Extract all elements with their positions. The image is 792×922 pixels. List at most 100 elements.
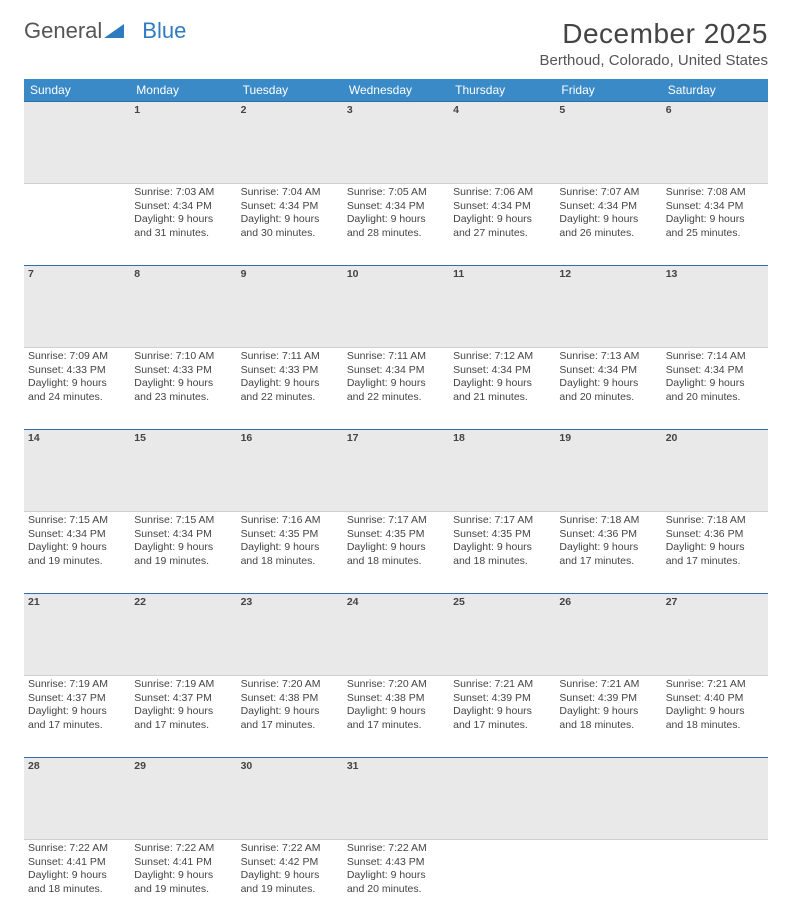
day-number: 8 — [130, 266, 236, 348]
sunrise-text: Sunrise: 7:12 AM — [453, 350, 551, 364]
daylight-text: Daylight: 9 hours — [241, 541, 339, 555]
day-number: 22 — [130, 594, 236, 676]
daylight-text: and 18 minutes. — [559, 719, 657, 733]
day-number: 26 — [555, 594, 661, 676]
sunset-text: Sunset: 4:40 PM — [666, 692, 764, 706]
daynum-row: 21222324252627 — [24, 594, 768, 676]
weekday-header: Monday — [130, 79, 236, 102]
page-title: December 2025 — [540, 18, 768, 50]
day-content-row: Sunrise: 7:19 AMSunset: 4:37 PMDaylight:… — [24, 676, 768, 758]
day-cell: Sunrise: 7:17 AMSunset: 4:35 PMDaylight:… — [449, 512, 555, 594]
sunset-text: Sunset: 4:34 PM — [559, 364, 657, 378]
daynum-row: 78910111213 — [24, 266, 768, 348]
daylight-text: and 18 minutes. — [28, 883, 126, 897]
daylight-text: and 17 minutes. — [28, 719, 126, 733]
sunrise-text: Sunrise: 7:16 AM — [241, 514, 339, 528]
day-cell: Sunrise: 7:12 AMSunset: 4:34 PMDaylight:… — [449, 348, 555, 430]
sunset-text: Sunset: 4:36 PM — [666, 528, 764, 542]
sunrise-text: Sunrise: 7:19 AM — [134, 678, 232, 692]
sunrise-text: Sunrise: 7:22 AM — [28, 842, 126, 856]
sunset-text: Sunset: 4:34 PM — [347, 364, 445, 378]
daylight-text: Daylight: 9 hours — [666, 541, 764, 555]
day-cell: Sunrise: 7:20 AMSunset: 4:38 PMDaylight:… — [343, 676, 449, 758]
sunset-text: Sunset: 4:37 PM — [28, 692, 126, 706]
day-number: 24 — [343, 594, 449, 676]
daylight-text: and 26 minutes. — [559, 227, 657, 241]
day-number: 18 — [449, 430, 555, 512]
daylight-text: Daylight: 9 hours — [347, 377, 445, 391]
sunrise-text: Sunrise: 7:21 AM — [559, 678, 657, 692]
weekday-header: Thursday — [449, 79, 555, 102]
title-block: December 2025 Berthoud, Colorado, United… — [540, 18, 768, 69]
day-cell: Sunrise: 7:13 AMSunset: 4:34 PMDaylight:… — [555, 348, 661, 430]
sunset-text: Sunset: 4:34 PM — [134, 200, 232, 214]
day-cell: Sunrise: 7:22 AMSunset: 4:41 PMDaylight:… — [24, 840, 130, 922]
sunrise-text: Sunrise: 7:05 AM — [347, 186, 445, 200]
daylight-text: and 31 minutes. — [134, 227, 232, 241]
day-cell: Sunrise: 7:06 AMSunset: 4:34 PMDaylight:… — [449, 184, 555, 266]
daylight-text: Daylight: 9 hours — [134, 705, 232, 719]
daylight-text: Daylight: 9 hours — [347, 869, 445, 883]
sunrise-text: Sunrise: 7:14 AM — [666, 350, 764, 364]
day-number: 5 — [555, 102, 661, 184]
daylight-text: and 18 minutes. — [453, 555, 551, 569]
daylight-text: Daylight: 9 hours — [134, 541, 232, 555]
location: Berthoud, Colorado, United States — [540, 52, 768, 69]
day-content-row: Sunrise: 7:03 AMSunset: 4:34 PMDaylight:… — [24, 184, 768, 266]
day-cell: Sunrise: 7:19 AMSunset: 4:37 PMDaylight:… — [130, 676, 236, 758]
day-cell: Sunrise: 7:15 AMSunset: 4:34 PMDaylight:… — [130, 512, 236, 594]
sunset-text: Sunset: 4:35 PM — [347, 528, 445, 542]
day-cell — [449, 840, 555, 922]
daynum-row: 14151617181920 — [24, 430, 768, 512]
sunrise-text: Sunrise: 7:10 AM — [134, 350, 232, 364]
weekday-header: Tuesday — [237, 79, 343, 102]
sunset-text: Sunset: 4:35 PM — [241, 528, 339, 542]
day-number: 9 — [237, 266, 343, 348]
sunrise-text: Sunrise: 7:17 AM — [453, 514, 551, 528]
day-cell — [24, 184, 130, 266]
triangle-icon — [104, 18, 124, 44]
weekday-header-row: Sunday Monday Tuesday Wednesday Thursday… — [24, 79, 768, 102]
sunset-text: Sunset: 4:34 PM — [134, 528, 232, 542]
day-cell — [555, 840, 661, 922]
day-number: 1 — [130, 102, 236, 184]
sunset-text: Sunset: 4:42 PM — [241, 856, 339, 870]
day-number: 7 — [24, 266, 130, 348]
sunset-text: Sunset: 4:39 PM — [559, 692, 657, 706]
day-cell: Sunrise: 7:11 AMSunset: 4:33 PMDaylight:… — [237, 348, 343, 430]
daylight-text: and 17 minutes. — [666, 555, 764, 569]
daylight-text: Daylight: 9 hours — [241, 869, 339, 883]
day-number: 6 — [662, 102, 768, 184]
day-number: 29 — [130, 758, 236, 840]
day-cell: Sunrise: 7:20 AMSunset: 4:38 PMDaylight:… — [237, 676, 343, 758]
sunset-text: Sunset: 4:34 PM — [666, 200, 764, 214]
sunset-text: Sunset: 4:34 PM — [347, 200, 445, 214]
sunset-text: Sunset: 4:38 PM — [241, 692, 339, 706]
sunset-text: Sunset: 4:34 PM — [453, 364, 551, 378]
daylight-text: Daylight: 9 hours — [134, 869, 232, 883]
daylight-text: and 22 minutes. — [241, 391, 339, 405]
weekday-header: Friday — [555, 79, 661, 102]
sunset-text: Sunset: 4:35 PM — [453, 528, 551, 542]
daylight-text: and 20 minutes. — [559, 391, 657, 405]
sunrise-text: Sunrise: 7:20 AM — [347, 678, 445, 692]
sunrise-text: Sunrise: 7:19 AM — [28, 678, 126, 692]
sunset-text: Sunset: 4:34 PM — [241, 200, 339, 214]
daylight-text: and 25 minutes. — [666, 227, 764, 241]
weekday-header: Sunday — [24, 79, 130, 102]
daylight-text: Daylight: 9 hours — [241, 705, 339, 719]
day-number: 12 — [555, 266, 661, 348]
daylight-text: Daylight: 9 hours — [666, 377, 764, 391]
daylight-text: and 27 minutes. — [453, 227, 551, 241]
daylight-text: Daylight: 9 hours — [347, 541, 445, 555]
day-number: 28 — [24, 758, 130, 840]
day-cell: Sunrise: 7:22 AMSunset: 4:41 PMDaylight:… — [130, 840, 236, 922]
daylight-text: Daylight: 9 hours — [28, 705, 126, 719]
daylight-text: and 18 minutes. — [241, 555, 339, 569]
sunrise-text: Sunrise: 7:08 AM — [666, 186, 764, 200]
day-cell: Sunrise: 7:14 AMSunset: 4:34 PMDaylight:… — [662, 348, 768, 430]
sunrise-text: Sunrise: 7:21 AM — [453, 678, 551, 692]
daylight-text: Daylight: 9 hours — [559, 213, 657, 227]
daylight-text: Daylight: 9 hours — [134, 213, 232, 227]
day-cell: Sunrise: 7:03 AMSunset: 4:34 PMDaylight:… — [130, 184, 236, 266]
